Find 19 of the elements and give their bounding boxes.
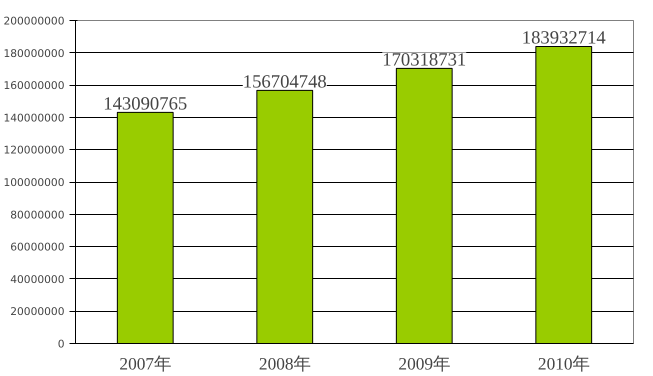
x-tick-label: 2007年 xyxy=(119,354,172,374)
y-tick-label: 100000000 xyxy=(3,176,65,189)
y-tick-label: 120000000 xyxy=(3,144,65,157)
y-tick-label: 40000000 xyxy=(10,272,65,286)
y-tick-label: 140000000 xyxy=(3,111,65,124)
data-label: 143090765 xyxy=(103,93,188,114)
y-tick-label: 80000000 xyxy=(10,208,65,222)
y-tick-label: 20000000 xyxy=(10,305,65,318)
x-tick-label: 2008年 xyxy=(258,354,311,374)
x-tick-label: 2010年 xyxy=(538,354,590,374)
data-label: 156704748 xyxy=(242,71,327,92)
data-label: 170318731 xyxy=(382,49,466,70)
y-tick-label: 0 xyxy=(58,338,65,350)
y-tick-label: 180000000 xyxy=(3,46,65,60)
y-tick-label: 200000000 xyxy=(3,14,65,28)
x-tick-label: 2009年 xyxy=(398,354,450,374)
data-label: 183932714 xyxy=(522,27,606,48)
y-tick-label: 160000000 xyxy=(3,79,65,92)
y-tick-label: 60000000 xyxy=(10,240,65,254)
